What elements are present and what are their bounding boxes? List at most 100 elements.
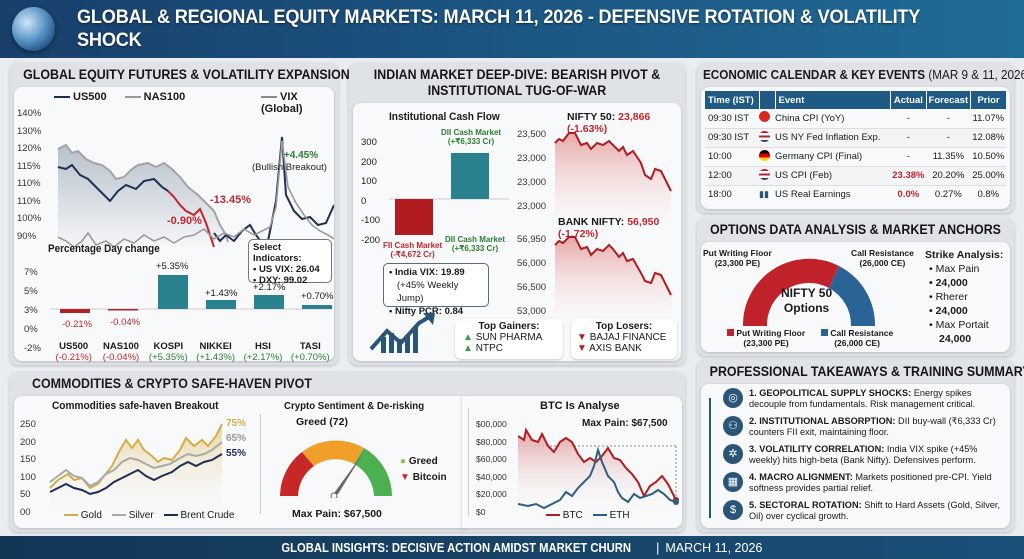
futures-line-chart: [57, 136, 334, 247]
indicators-box: Select Indicators: • US VIX: 26.04 • DXY…: [248, 239, 332, 286]
timeline-line: [709, 398, 711, 518]
calendar-table: Time (IST) Event Actual Forecast Prior 0…: [705, 91, 1006, 204]
legend-us500: US500: [54, 91, 107, 103]
chart-icon: ▮▮: [759, 189, 769, 200]
day-change-bar-chart: [50, 275, 332, 313]
divider: [260, 414, 261, 514]
nifty-label: NIFTY 50: 23,866 (-1.63%): [567, 111, 651, 135]
calendar-card: Time (IST) Event Actual Forecast Prior 0…: [701, 87, 1010, 209]
global-futures-panel: GLOBAL EQUITY FUTURES & VOLATILITY EXPAN…: [10, 63, 350, 365]
takeaway-item: ▦ 4. MACRO ALIGNMENT: Markets positioned …: [723, 472, 1007, 500]
panel-title: INDIAN MARKET DEEP-DIVE: BEARISH PIVOT &…: [373, 67, 661, 98]
indian-card: Institutional Cash Flow 300 200 100 0 -100 -2…: [353, 103, 681, 361]
options-gauge: [742, 258, 876, 326]
divider: [468, 408, 469, 516]
panel-title: OPTIONS DATA ANALYSIS & MARKET ANCHORS: [710, 222, 1001, 237]
loser-item: ▼ BAJAJ FINANCE: [577, 332, 667, 343]
commodities-y-ticks: 250 200 150 100 50 00: [20, 419, 36, 518]
commodities-chart-title: Commodities safe-haven Breakout: [52, 400, 219, 412]
btc-title: BTC Is Analyse: [540, 400, 620, 412]
grid-icon: ▦: [723, 472, 743, 492]
options-panel: OPTIONS DATA ANALYSIS & MARKET ANCHORS P…: [697, 218, 1014, 356]
call-resistance-label: Call Resistance (26,000 CE): [851, 248, 914, 268]
china-flag-icon: [759, 111, 771, 123]
globe-icon: ◎: [723, 388, 743, 408]
line-legend: US500 NAS100: [54, 91, 185, 103]
bar-value-labels: -0.21% -0.04% +5.35% +1.43% +2.17% +0.70…: [62, 261, 334, 330]
india-vix-box: • India VIX: 19.89 (+45% Weekly Jump) • …: [383, 263, 489, 317]
options-card: Put Writing Floor (23,300 PE) Call Resist…: [701, 242, 1010, 352]
page-title: GLOBAL & REGIONAL EQUITY MARKETS: MARCH …: [76, 6, 920, 51]
nifty-y-ticks: 23,500 23,000 23,000 23,000: [517, 129, 547, 212]
takeaway-item: ⚇ 2. INSTITUTIONAL ABSORPTION: DII buy-wa…: [723, 416, 1007, 444]
legend-call: Call Resistance (26,000 CE): [821, 328, 893, 348]
legend-put: Put Writing Floor (23,300 PE): [727, 328, 805, 348]
banknifty-line-chart: [554, 236, 672, 313]
bar-y-ticks: 7% 5% 3% 0% -2%: [24, 267, 41, 354]
us-flag-icon: [759, 130, 771, 142]
commodities-line-chart: [49, 423, 223, 514]
table-row: 09:30 IST China CPI (YoY) - - 11.07%: [705, 109, 1006, 128]
commodities-card: Commodities safe-haven Breakout 250 200 15…: [14, 396, 464, 528]
drop-annotation-1: -13.45%: [210, 194, 251, 206]
gainer-item: ▲ NTPC: [463, 343, 503, 354]
bar-chart-title: Percentage Day change: [48, 243, 160, 255]
cash-flow-title: Institutional Cash Flow: [389, 111, 500, 123]
btc-card: BTC Is Analyse $00,000 $80,000 $60,000 $40,…: [462, 396, 682, 528]
put-floor-label: Put Writing Floor (23,300 PE): [703, 248, 772, 268]
table-header: Time (IST) Event Actual Forecast Prior: [705, 91, 1006, 109]
footer-main: GLOBAL INSIGHTS: DECISIVE ACTION AMIDST …: [281, 540, 631, 555]
takeaways-panel: PROFESSIONAL TAKEAWAYS & TRAINING SUMMAR…: [697, 360, 1024, 532]
page-header: GLOBAL & REGIONAL EQUITY MARKETS: MARCH …: [0, 0, 1024, 58]
growth-chart-icon: [369, 313, 435, 353]
people-icon: ⚇: [723, 416, 743, 436]
cash-flow-bar-chart: [389, 153, 509, 235]
table-row: 18:00 ▮▮ US Real Earnings 0.0% 0.27% 0.8…: [708, 189, 1000, 201]
takeaways-card: ◎ 1. GEOPOLITICAL SUPPLY SHOCKS: Energy s…: [701, 384, 1010, 528]
takeaway-item: $5. SECTORAL ROTATION: Shift to Hard Ass…: [723, 500, 1007, 528]
us-flag-icon: [759, 168, 771, 180]
coin-hand-icon: $: [723, 500, 743, 520]
crypto-title: Crypto Sentiment & De-risking: [284, 400, 425, 412]
btc-legend: BTC ETH: [546, 510, 630, 521]
commodities-panel: COMMODITIES & CRYPTO SAFE-HAVEN PIVOT Co…: [10, 372, 685, 532]
gauge-legend: ● Greed ▼ Bitcoin: [400, 456, 447, 483]
commodities-legend: Gold Silver Brent Crude: [64, 510, 234, 521]
fii-label: FII Cash Market (-₹4,672 Cr): [383, 241, 443, 259]
gauge-value-label: Greed (72): [296, 416, 348, 428]
table-row: 09:30 IST US NY Fed Inflation Exp. - - 1…: [705, 128, 1006, 147]
y-axis-ticks: 140% 130% 120% 115% 110% 110% 100% 90%: [17, 108, 42, 242]
footer-separator: |: [656, 540, 660, 555]
germany-flag-icon: [759, 149, 771, 161]
legend-vix: VIX (Global): [261, 91, 303, 115]
commodities-end-labels: 75% 65% 55%: [226, 418, 247, 459]
btc-max-pain: Max Pain: $67,500: [582, 418, 668, 429]
table-row: 10:00 Germany CPI (Final) - 11.35% 10.50…: [705, 147, 1006, 166]
drop-annotation-2: -0.90%: [167, 215, 202, 227]
panel-title: GLOBAL EQUITY FUTURES & VOLATILITY EXPAN…: [23, 67, 350, 82]
dii-label-bottom: DII Cash Market (+₹6,333 Cr): [445, 235, 506, 253]
banknifty-y-ticks: 56,950 56,000 56,500 53,000: [517, 234, 547, 317]
btc-y-ticks: $00,000 $80,000 $60,000 $40,000 $20,000 $0: [476, 419, 507, 517]
sentiment-gauge: [280, 440, 392, 498]
btc-line-chart: [518, 427, 679, 512]
max-pain-label: Max Pain: $67,500: [292, 508, 382, 520]
loser-item: ▼ AXIS BANK: [577, 343, 642, 354]
page-footer: GLOBAL INSIGHTS: DECISIVE ACTION AMIDST …: [0, 536, 1024, 559]
legend-nas100: NAS100: [124, 91, 185, 103]
gauge-center-label: NIFTY 50 Options: [781, 286, 833, 315]
footer-date: MARCH 11, 2026: [665, 540, 763, 555]
bar-categories: US500 (-0.21%) NAS100 (-0.04%) KOSPI (+5.35…: [55, 341, 330, 363]
takeaway-item: ✲ 3. VOLATILITY CORRELATION: India VIX sp…: [723, 444, 1007, 472]
takeaway-item: ◎ 1. GEOPOLITICAL SUPPLY SHOCKS: Energy s…: [723, 388, 1007, 416]
panel-title: COMMODITIES & CRYPTO SAFE-HAVEN PIVOT: [32, 376, 312, 391]
panel-title: ECONOMIC CALENDAR & KEY EVENTS (MAR 9 & …: [703, 67, 1024, 82]
takeaways-list: ◎ 1. GEOPOLITICAL SUPPLY SHOCKS: Energy s…: [723, 388, 1007, 528]
nifty-line-chart: [554, 132, 672, 217]
bullish-label: (Bullish Breakout): [252, 162, 327, 173]
top-gainers-card: Top Gainers: ▲ SUN PHARMA ▲ NTPC: [455, 319, 563, 359]
panel-title: PROFESSIONAL TAKEAWAYS & TRAINING SUMMAR…: [709, 364, 1024, 379]
top-losers-card: Top Losers: ▼ BAJAJ FINANCE ▼ AXIS BANK: [571, 319, 677, 359]
table-row: 12:00 US CPI (Feb) 23.38% 20.20% 25.00%: [705, 166, 1006, 185]
network-icon: ✲: [723, 444, 743, 464]
